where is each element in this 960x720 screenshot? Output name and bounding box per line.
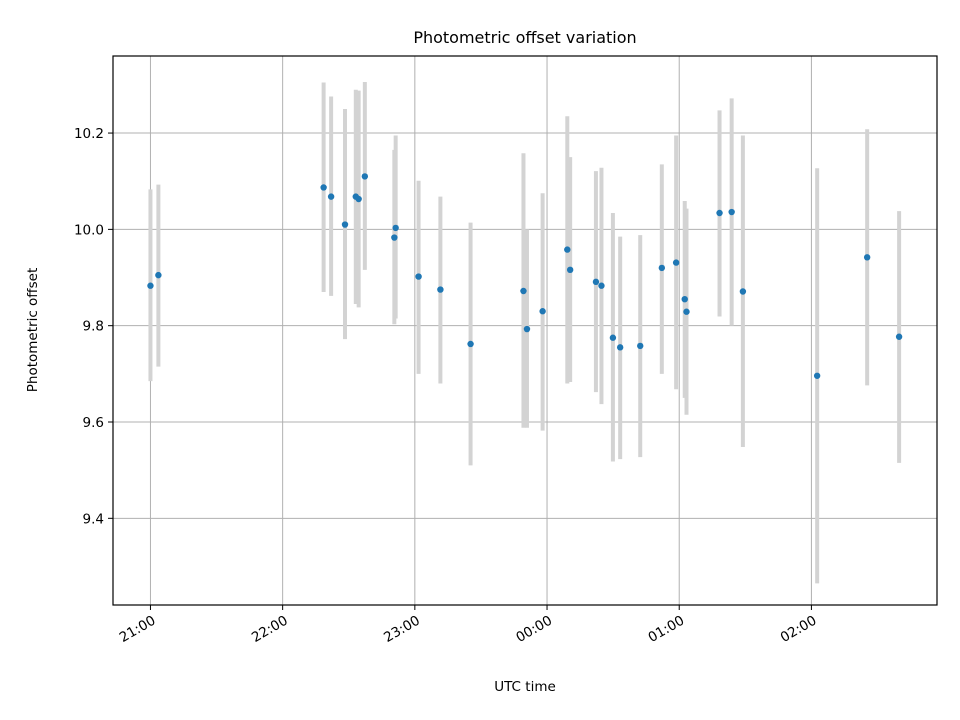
data-point bbox=[520, 287, 527, 295]
y-axis-label: Photometric offset bbox=[25, 268, 41, 392]
data-point bbox=[739, 288, 747, 295]
y-tick-label: 9.6 bbox=[83, 415, 104, 431]
data-point bbox=[361, 173, 369, 180]
data-point bbox=[598, 282, 605, 289]
data-point bbox=[592, 278, 600, 286]
data-point bbox=[616, 344, 624, 351]
x-tick-label: 00:00 bbox=[513, 613, 555, 646]
x-tick-label: 01:00 bbox=[646, 613, 688, 646]
x-tick-label: 02:00 bbox=[778, 613, 820, 646]
data-point bbox=[728, 208, 735, 216]
plot-frame bbox=[112, 55, 938, 606]
data-point bbox=[637, 342, 644, 350]
data-point bbox=[391, 234, 398, 241]
y-tick-label: 10.2 bbox=[74, 126, 104, 142]
data-point bbox=[437, 286, 444, 293]
x-tick-label: 23:00 bbox=[381, 613, 423, 646]
chart-title: Photometric offset variation bbox=[413, 28, 636, 47]
data-point bbox=[155, 271, 162, 279]
x-tick-label: 22:00 bbox=[249, 613, 291, 646]
data-points bbox=[147, 173, 903, 379]
data-point bbox=[320, 184, 327, 191]
error-bars bbox=[148, 82, 902, 584]
data-point bbox=[895, 333, 903, 340]
x-axis-ticks: 21:00 22:00 23:00 00:00 01:00 02:00 bbox=[117, 605, 820, 646]
data-point bbox=[564, 246, 571, 253]
x-axis-label: UTC time bbox=[494, 679, 556, 695]
y-axis-ticks: 9.4 9.6 9.8 10.0 10.2 bbox=[74, 126, 113, 527]
data-point bbox=[813, 372, 821, 379]
data-point bbox=[566, 266, 574, 274]
data-point bbox=[672, 259, 680, 266]
data-point bbox=[681, 295, 688, 303]
data-point bbox=[658, 264, 666, 272]
y-tick-label: 10.0 bbox=[74, 222, 104, 238]
data-point bbox=[392, 224, 399, 232]
data-point bbox=[863, 254, 871, 261]
data-point bbox=[355, 195, 362, 203]
data-point bbox=[539, 308, 546, 315]
data-point bbox=[467, 340, 474, 348]
x-tick-label: 21:00 bbox=[117, 613, 159, 646]
data-point bbox=[327, 193, 335, 200]
y-tick-label: 9.4 bbox=[83, 511, 104, 527]
data-point bbox=[415, 273, 422, 280]
data-point bbox=[609, 334, 617, 341]
data-point bbox=[683, 308, 690, 315]
data-point bbox=[523, 325, 531, 333]
y-tick-label: 9.8 bbox=[83, 319, 104, 335]
data-point bbox=[147, 282, 154, 289]
data-point bbox=[716, 209, 723, 217]
data-point bbox=[341, 221, 349, 228]
